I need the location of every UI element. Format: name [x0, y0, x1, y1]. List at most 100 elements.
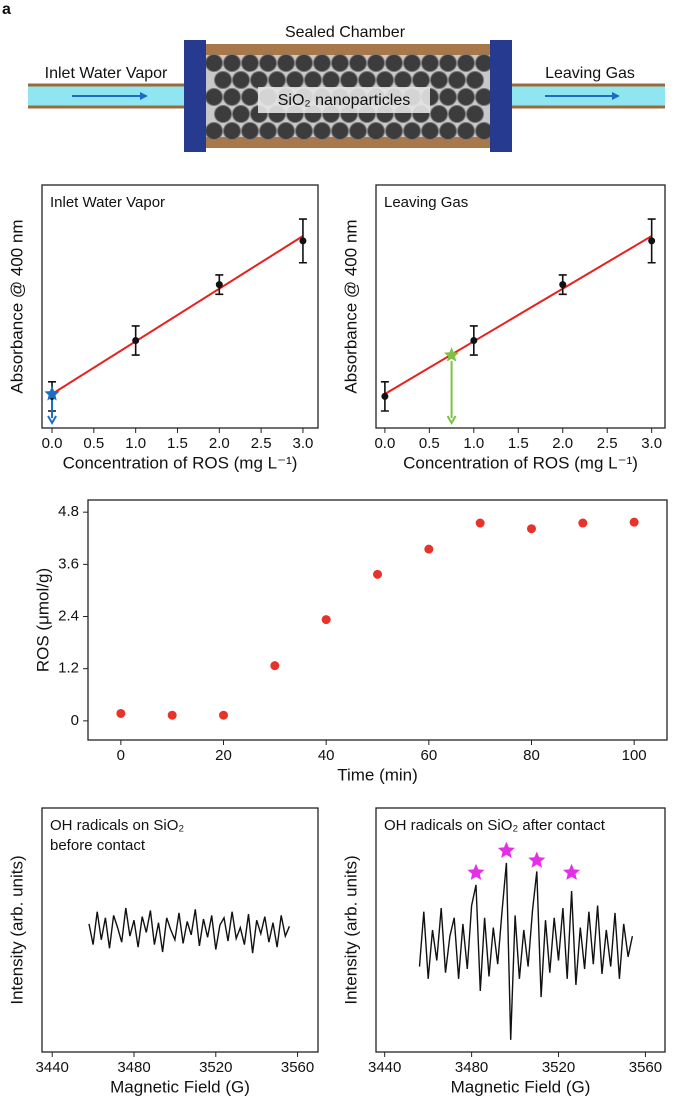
spectrum	[88, 907, 291, 954]
chamber-wall	[200, 44, 495, 55]
plot-frame	[375, 184, 666, 429]
nanoparticle	[403, 122, 421, 140]
data-point	[475, 518, 485, 528]
x-tick-label: 2.0	[209, 435, 230, 452]
particles-label: SiO₂ nanoparticles	[278, 92, 411, 109]
data-point	[299, 237, 307, 245]
nanoparticle	[349, 54, 367, 72]
data-point	[132, 337, 140, 345]
marker-star	[497, 841, 515, 858]
chamber-wall	[200, 137, 495, 148]
nanoparticle	[385, 54, 403, 72]
nanoparticle	[295, 122, 313, 140]
x-tick-label: 3.0	[293, 435, 314, 452]
nanoparticle	[421, 122, 439, 140]
x-axis-label: Magnetic Field (G)	[110, 1077, 250, 1096]
y-axis-label: ROS (μmol/g)	[33, 568, 52, 672]
nanoparticle	[295, 54, 313, 72]
marker-star	[467, 863, 485, 880]
x-axis-label: Concentration of ROS (mg L⁻¹)	[403, 453, 638, 472]
nanoparticle	[277, 54, 295, 72]
x-tick-label: 40	[318, 747, 335, 764]
nanoparticle	[304, 71, 322, 89]
annotation: OH radicals on SiO₂	[50, 817, 184, 834]
nanoparticle	[313, 54, 331, 72]
marker-star	[444, 347, 460, 362]
nanoparticle	[439, 88, 457, 106]
nanoparticle	[448, 105, 466, 123]
annotation: before contact	[50, 837, 146, 854]
x-tick-label: 20	[215, 747, 232, 764]
y-tick-label: 0	[71, 712, 79, 729]
nanoparticle	[367, 54, 385, 72]
x-tick-label: 0.0	[42, 435, 63, 452]
y-tick-label: 4.8	[58, 503, 79, 520]
nanoparticle	[331, 122, 349, 140]
x-axis-label: Magnetic Field (G)	[451, 1077, 591, 1096]
nanoparticle	[223, 54, 241, 72]
nanoparticle	[259, 122, 277, 140]
nanoparticle	[241, 122, 259, 140]
nanoparticle	[385, 122, 403, 140]
plot-frame	[87, 499, 668, 741]
nanoparticle	[232, 71, 250, 89]
annotation: Inlet Water Vapor	[50, 194, 165, 211]
nanoparticle	[205, 54, 223, 72]
x-tick-label: 3560	[629, 1059, 662, 1076]
nanoparticle	[457, 88, 475, 106]
x-tick-label: 3.0	[641, 435, 662, 452]
nanoparticle	[223, 88, 241, 106]
nanoparticle	[367, 122, 385, 140]
nanoparticle	[466, 71, 484, 89]
plot-frame	[41, 807, 319, 1053]
arrow-head	[446, 415, 457, 426]
y-axis-label: Intensity (arb. units)	[7, 855, 26, 1004]
y-axis-label: Absorbance @ 400 nm	[341, 219, 360, 393]
data-point	[381, 392, 389, 400]
nanoparticle	[475, 122, 493, 140]
annotation: OH radicals on SiO₂ after contact	[384, 817, 606, 834]
data-point	[648, 237, 656, 245]
nanoparticle	[322, 71, 340, 89]
x-tick-label: 3520	[542, 1059, 575, 1076]
fit-line	[384, 235, 653, 395]
nanoparticle	[241, 54, 259, 72]
x-tick-label: 3560	[281, 1059, 314, 1076]
x-tick-label: 3440	[36, 1059, 69, 1076]
data-point	[321, 615, 331, 625]
panel-label: a	[2, 1, 11, 18]
nanoparticle	[475, 88, 493, 106]
nanoparticle	[376, 71, 394, 89]
nanoparticle	[358, 71, 376, 89]
y-axis-label: Absorbance @ 400 nm	[7, 219, 26, 393]
marker-star	[528, 851, 546, 868]
chamber-label: Sealed Chamber	[285, 24, 406, 41]
x-tick-label: 2.5	[597, 435, 618, 452]
y-tick-label: 3.6	[58, 555, 79, 572]
marker-star	[44, 386, 60, 401]
marker-star	[563, 863, 581, 880]
x-tick-label: 3520	[199, 1059, 232, 1076]
x-tick-label: 0	[117, 747, 125, 764]
nanoparticle	[214, 71, 232, 89]
nanoparticle	[439, 122, 457, 140]
data-point	[526, 524, 536, 534]
nanoparticle	[403, 54, 421, 72]
y-tick-label: 1.2	[58, 660, 79, 677]
data-point	[373, 569, 382, 579]
inlet-label: Inlet Water Vapor	[45, 65, 168, 82]
y-tick-label: 2.4	[58, 607, 79, 624]
nanoparticle	[286, 71, 304, 89]
nanoparticle	[412, 71, 430, 89]
x-tick-label: 2.0	[552, 435, 573, 452]
nanoparticle	[205, 122, 223, 140]
nanoparticle	[430, 105, 448, 123]
x-tick-label: 0.0	[374, 435, 395, 452]
x-tick-label: 80	[523, 747, 540, 764]
x-tick-label: 1.0	[463, 435, 484, 452]
nanoparticle	[475, 54, 493, 72]
x-tick-label: 3480	[455, 1059, 488, 1076]
nanoparticle	[421, 54, 439, 72]
data-point	[219, 710, 229, 720]
x-tick-label: 1.5	[167, 435, 188, 452]
